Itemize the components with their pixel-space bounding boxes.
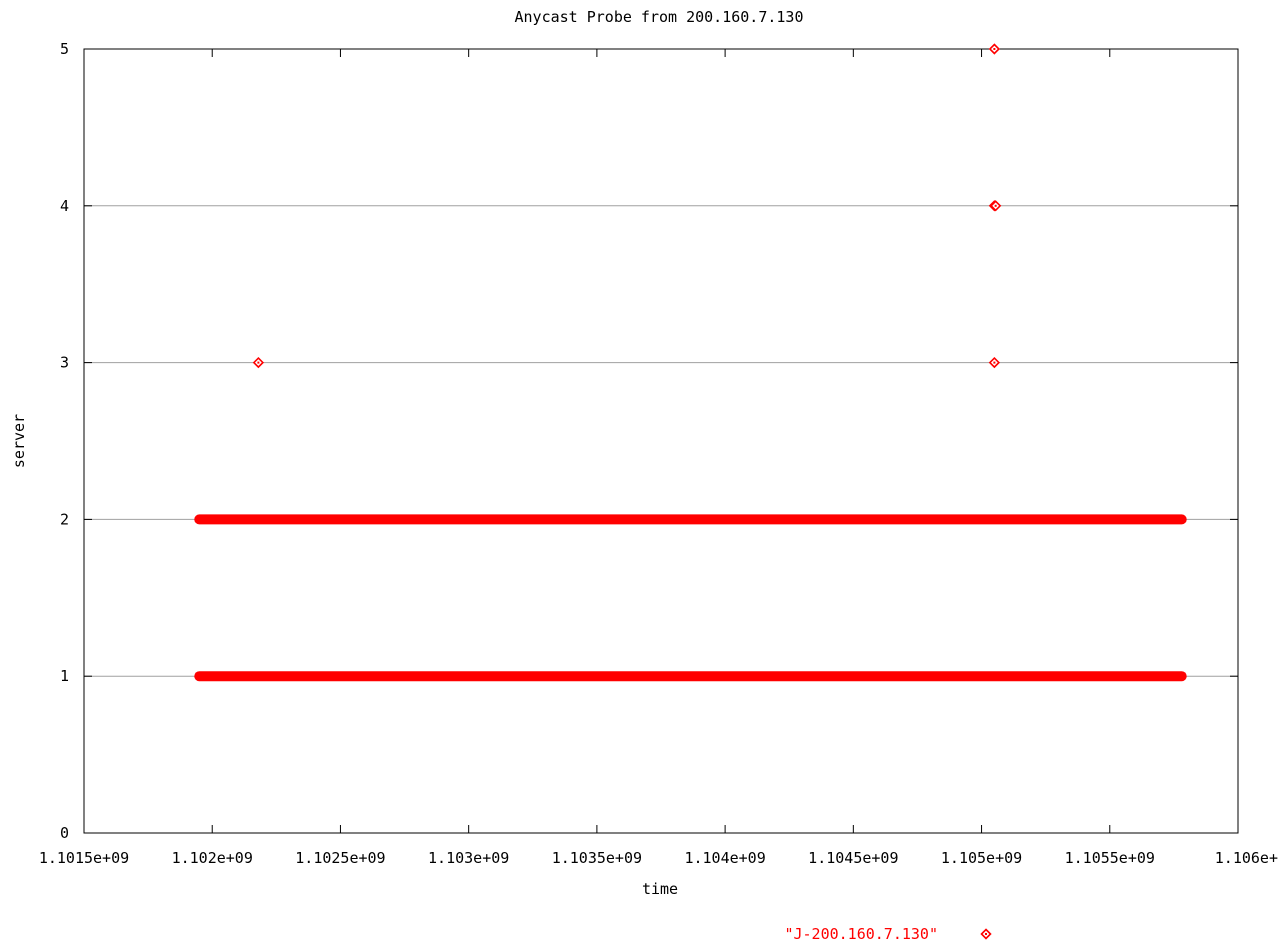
- legend-label: "J-200.160.7.130": [784, 925, 938, 942]
- x-tick-label: 1.1035e+09: [552, 849, 642, 867]
- x-tick-label: 1.106e+: [1215, 849, 1278, 867]
- x-tick-label: 1.1055e+09: [1065, 849, 1155, 867]
- legend-marker-icon: [980, 928, 992, 940]
- x-tick-label: 1.104e+09: [684, 849, 765, 867]
- axis-ticks: 0 1 2 3 4 5 1.1015e+09 1.102e+09 1.1025e+09 1.103…: [39, 40, 1278, 867]
- chart-title: Anycast Probe from 200.160.7.130: [515, 8, 804, 26]
- grid-lines: [84, 205, 1238, 677]
- data-points: [194, 43, 1187, 682]
- data-point: [990, 200, 1002, 212]
- x-tick-label: 1.1045e+09: [808, 849, 898, 867]
- y-tick-label: 1: [60, 667, 69, 685]
- y-tick-label: 5: [60, 40, 69, 58]
- x-tick-label: 1.105e+09: [941, 849, 1022, 867]
- x-tick-label: 1.1025e+09: [295, 849, 385, 867]
- dense-point-run: [194, 671, 1187, 682]
- legend: "J-200.160.7.130": [784, 925, 992, 943]
- data-point: [988, 43, 1001, 55]
- y-tick-label: 0: [60, 824, 69, 842]
- plot-frame: [83, 48, 1239, 834]
- y-tick-label: 4: [60, 197, 69, 215]
- x-axis-label: time: [642, 880, 678, 898]
- dense-point-run: [194, 514, 1187, 525]
- data-point: [988, 356, 1001, 369]
- y-tick-label: 2: [60, 510, 69, 528]
- data-point: [252, 356, 265, 369]
- x-tick-label: 1.103e+09: [428, 849, 509, 867]
- x-tick-label: 1.1015e+09: [39, 849, 129, 867]
- y-axis-label: server: [10, 414, 28, 468]
- y-tick-label: 3: [60, 354, 69, 372]
- x-tick-label: 1.102e+09: [172, 849, 253, 867]
